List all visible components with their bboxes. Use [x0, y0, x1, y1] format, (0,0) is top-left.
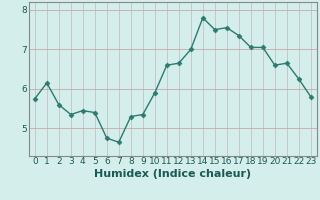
X-axis label: Humidex (Indice chaleur): Humidex (Indice chaleur) — [94, 169, 252, 179]
